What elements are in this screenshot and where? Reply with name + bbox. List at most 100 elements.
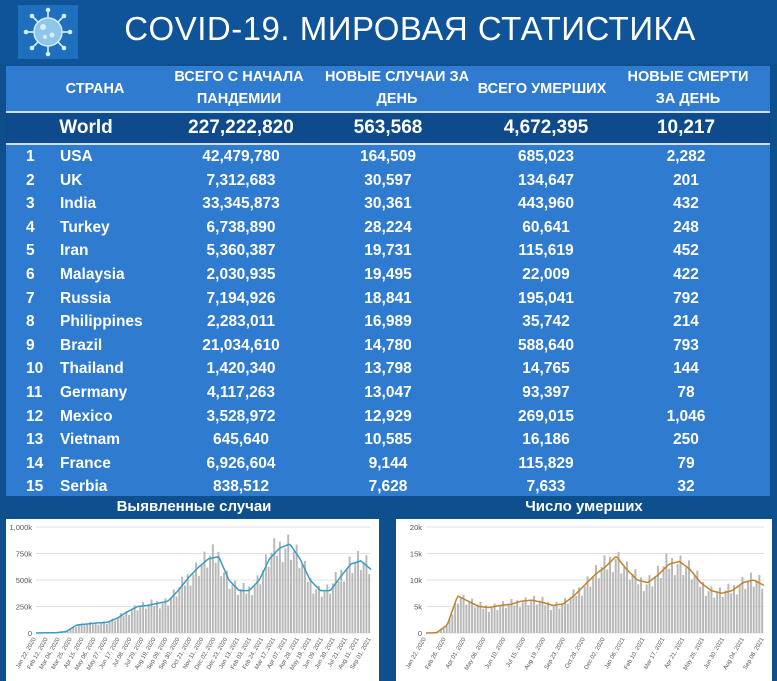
chart-bar (83, 625, 86, 633)
chart-bar (761, 588, 764, 633)
chart-bar (231, 584, 234, 633)
cell-total-cases: 7,194,926 (206, 289, 276, 307)
table-row: 13 Vietnam 645,640 10,585 16,186 250 (6, 428, 770, 452)
header-total-deaths: ВСЕГО УМЕРШИХ (477, 81, 607, 97)
cell-total-cases: 6,738,890 (206, 218, 276, 236)
cell-total-deaths: 16,186 (522, 431, 570, 449)
cell-new-cases: 30,597 (364, 171, 412, 189)
chart-bar (195, 562, 198, 633)
chart-bar (245, 593, 248, 633)
x-tick-label: Aug 04, 2021 (723, 636, 746, 670)
chart-bar (223, 572, 225, 633)
chart-bar (105, 623, 108, 633)
chart-bar (214, 562, 217, 633)
chart-bar (637, 584, 640, 633)
cell-rank: 10 (26, 360, 44, 378)
page-title: COVID-19. МИРОВАЯ СТАТИСТИКА (124, 10, 696, 47)
cell-new-cases: 30,361 (364, 195, 412, 213)
chart-bar (256, 575, 259, 633)
cell-total-cases: 5,360,387 (206, 242, 276, 260)
chart-bar (114, 620, 117, 633)
chart-bar (337, 581, 340, 633)
chart-bar (690, 579, 693, 633)
cell-name: Serbia (60, 478, 108, 496)
chart-bar (648, 575, 651, 633)
chart-bar (440, 629, 443, 633)
y-tick-label: 0 (418, 629, 422, 638)
chart-bar (66, 631, 69, 633)
chart-bar (69, 629, 72, 633)
chart-bar (295, 544, 298, 633)
chart-bar (315, 589, 318, 633)
cell-name: USA (60, 148, 93, 165)
cell-total-cases: 4,117,263 (206, 384, 276, 401)
chart-bar (724, 590, 727, 633)
chart-bar (242, 582, 245, 633)
world-total-cases: 227,222,820 (188, 117, 294, 138)
deaths-chart: 0 5k 10k 15k 20k Jan 22, 2020 Feb 26, 2020 Apr … (396, 519, 772, 681)
cell-new-cases: 14,780 (364, 336, 412, 354)
coronavirus-icon (18, 5, 78, 59)
chart-bar (125, 611, 128, 633)
world-new-cases: 563,568 (353, 117, 423, 138)
cell-new-cases: 19,495 (364, 266, 412, 283)
chart-bar (462, 594, 465, 633)
chart-bar (654, 576, 657, 633)
chart-bar (589, 586, 592, 633)
chart-bar (668, 568, 671, 633)
chart-bar (183, 585, 186, 633)
chart-bar (662, 566, 665, 633)
chart-bar (276, 555, 279, 633)
chart-bar (167, 605, 170, 633)
chart-bar (631, 574, 634, 633)
chart-bar (620, 573, 623, 633)
x-tick-label: Jul 15, 2020 (506, 636, 528, 668)
chart-bar (267, 566, 270, 633)
chart-bar (721, 596, 724, 633)
chart-bar (733, 584, 735, 633)
chart-bar (507, 603, 510, 633)
chart-bar (490, 608, 493, 633)
cell-new-deaths: 250 (673, 431, 699, 449)
chart-bar (144, 608, 147, 633)
chart-bar (578, 587, 581, 633)
cell-total-deaths: 269,015 (517, 407, 575, 425)
chart-bar (172, 589, 175, 633)
cell-total-deaths: 443,960 (517, 195, 575, 213)
chart-bar (259, 584, 262, 633)
chart-bar (273, 538, 276, 633)
table-row: 14 France 6,926,604 9,144 115,829 79 (6, 452, 770, 476)
chart-bar (264, 554, 267, 633)
cell-new-cases: 164,509 (359, 148, 417, 165)
chart-bar (181, 576, 184, 633)
chart-bar (122, 615, 125, 633)
chart-bar (493, 603, 496, 633)
chart-bar (645, 584, 648, 633)
chart-bar (234, 580, 237, 633)
x-tick-label: Apr 21, 2021 (664, 636, 687, 669)
chart-bar (459, 598, 462, 633)
cell-new-deaths: 144 (673, 360, 699, 378)
chart-bar (331, 583, 334, 633)
cell-total-cases: 3,528,972 (206, 407, 276, 425)
chart-bar (749, 572, 752, 633)
chart-bar (317, 586, 320, 633)
chart-bar (518, 607, 521, 633)
chart-bar (659, 577, 662, 633)
chart-bar (270, 552, 273, 633)
chart-bar (603, 555, 606, 633)
chart-bar (628, 579, 631, 633)
x-tick-label: Oct 28, 2020 (564, 636, 587, 669)
chart-bar (343, 581, 346, 633)
chart-bar (702, 582, 705, 633)
cell-new-deaths: 422 (673, 266, 699, 283)
chart-bar (595, 565, 597, 633)
chart-bar (516, 600, 519, 633)
cell-total-deaths: 588,640 (517, 336, 575, 354)
chart-bar (116, 617, 119, 633)
chart-bar (487, 612, 490, 633)
chart-bar (326, 584, 329, 633)
chart-bar (359, 569, 362, 633)
chart-bar (504, 607, 507, 633)
